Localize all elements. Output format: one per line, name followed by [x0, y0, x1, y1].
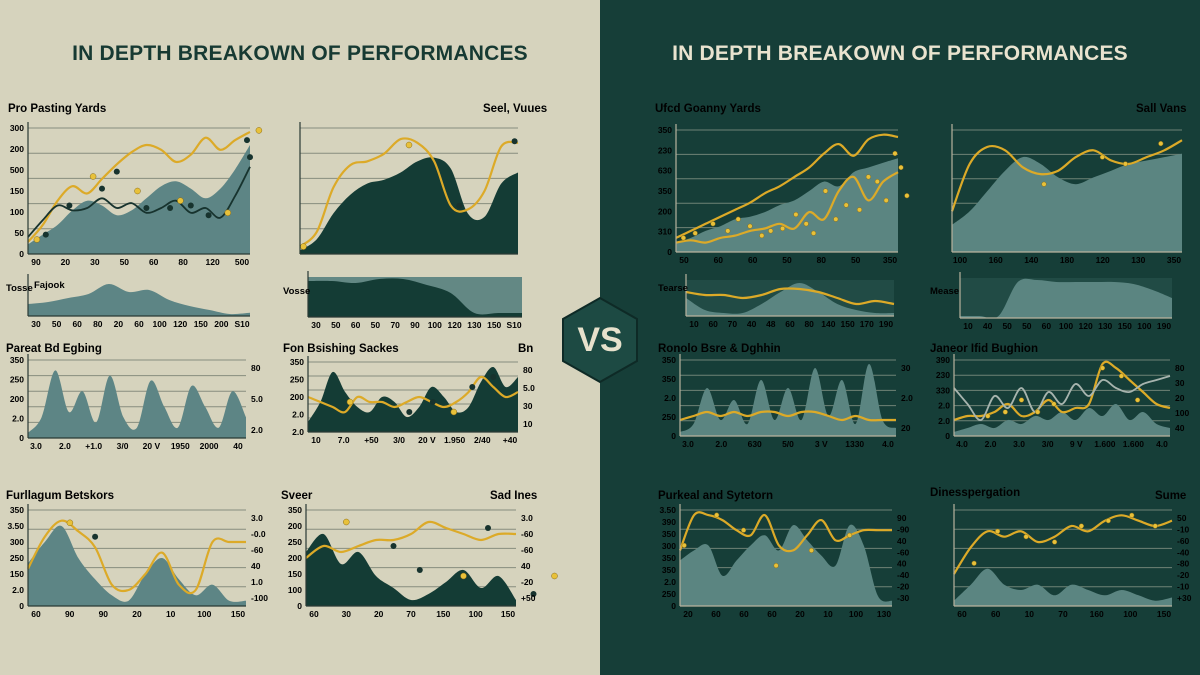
chart-title: Dinesspergation [930, 487, 1021, 499]
chart-title: Mease [930, 286, 960, 297]
chart-title: Pro Pasting Yards [8, 103, 107, 115]
left-title: IN DEPTH BREAKOWN OF PERFORMANCES [72, 42, 528, 65]
chart-title-right: Sad Ines [490, 490, 538, 502]
chart-subtitle: Fajook [34, 280, 65, 291]
vs-label: VS [577, 321, 622, 359]
right-half: IN DEPTH BREAKOWN OF PERFORMANCES [600, 0, 1200, 675]
chart-title: Pareat Bd Egbing [6, 343, 102, 355]
chart-title: Sveer [281, 490, 313, 502]
chart-title: Sall Vans [1136, 103, 1187, 115]
chart-title-right: Sume [1155, 490, 1187, 502]
chart-title-right: Bn [518, 343, 534, 355]
chart-title: Tearse [658, 283, 688, 294]
left-half: IN DEPTH BREAKOWN OF PERFORMANCES [0, 0, 600, 675]
chart-title: Ronolo Bsre & Dghhin [658, 343, 781, 355]
chart-title: Vosse [283, 286, 311, 297]
chart-title: Tosse [6, 283, 33, 294]
chart-title: Furllagum Betskors [6, 490, 114, 502]
right-title: IN DEPTH BREAKOWN OF PERFORMANCES [672, 42, 1128, 65]
chart-title: Purkeal and Sytetorn [658, 490, 774, 502]
vs-badge: VS [562, 296, 638, 384]
chart-title: Fon Bsishing Sackes [283, 343, 399, 355]
chart-title: Janeor Ifid Bughion [930, 343, 1038, 355]
chart-title: Seel, Vuues [483, 103, 548, 115]
chart-title: Ufcd Goanny Yards [655, 103, 761, 115]
